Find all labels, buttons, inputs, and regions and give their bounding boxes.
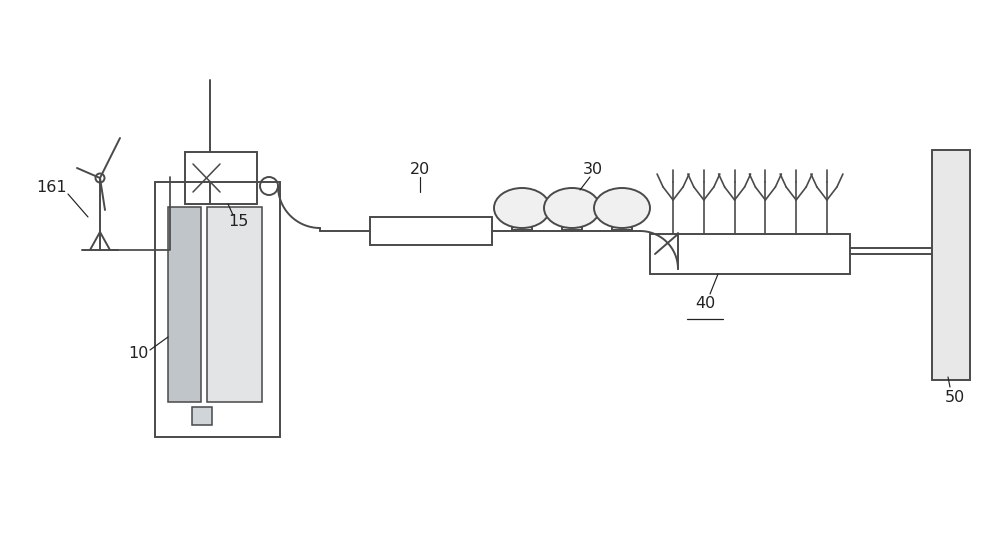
Ellipse shape [594, 188, 650, 228]
Text: 15: 15 [228, 215, 248, 229]
Text: 10: 10 [128, 346, 148, 362]
Bar [562, 220, 582, 230]
Text: 161: 161 [37, 179, 67, 195]
Bar [155, 182, 280, 437]
Bar [192, 407, 212, 425]
Bar [207, 207, 262, 402]
Text: 20: 20 [410, 163, 430, 177]
Bar [168, 207, 201, 402]
Bar [932, 150, 970, 380]
Bar [185, 152, 257, 204]
Ellipse shape [544, 188, 600, 228]
Text: 30: 30 [583, 163, 603, 177]
Ellipse shape [494, 188, 550, 228]
Text: 40: 40 [695, 296, 715, 312]
Bar [650, 234, 850, 274]
Bar [612, 220, 632, 230]
Bar [370, 217, 492, 245]
Bar [512, 220, 532, 230]
Text: 50: 50 [945, 390, 965, 404]
